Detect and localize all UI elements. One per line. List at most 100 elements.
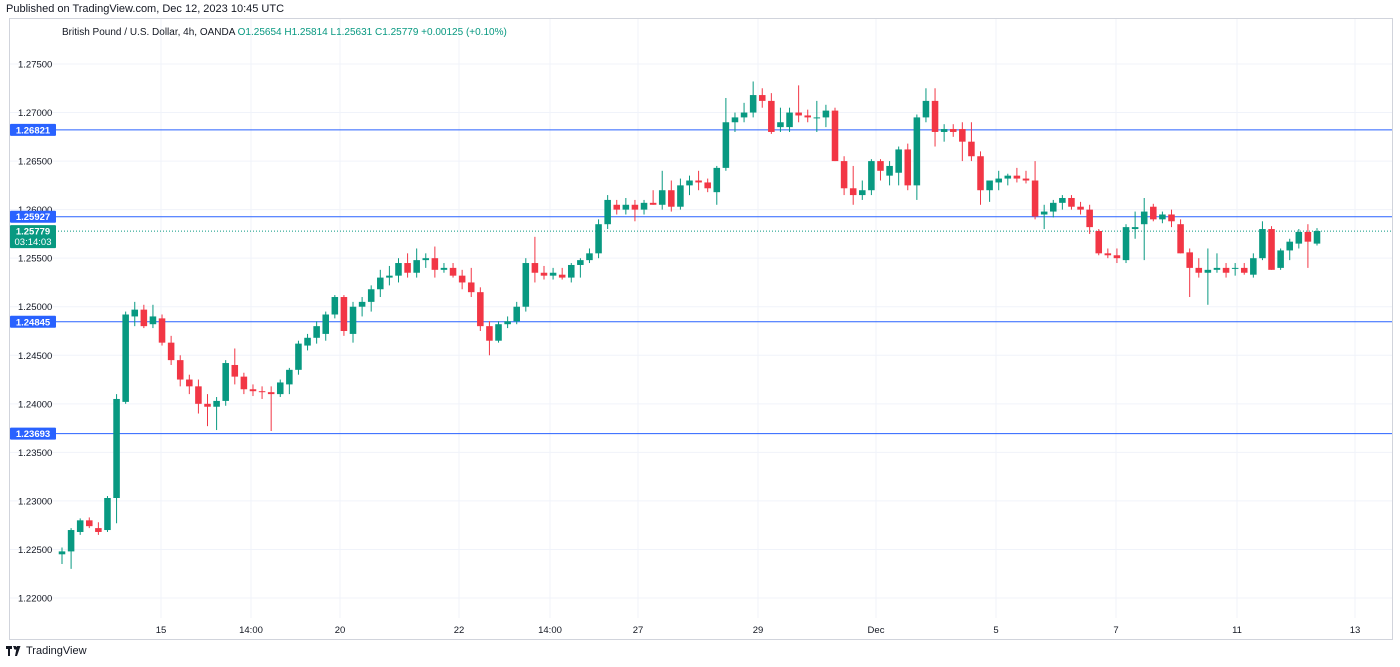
candle-body-up [822, 110, 830, 118]
candle-body-down [258, 391, 266, 393]
x-tick-label: 22 [454, 625, 465, 636]
candle-body-up [358, 301, 366, 307]
candle-body-down [795, 112, 802, 116]
legend-open: O1.25654 [237, 27, 282, 38]
candle-body-up [276, 382, 284, 395]
y-axis: 1.27500 1.27000 1.26500 1.26000 1.25500 1.250… [18, 60, 52, 605]
y-tick-label: 1.23000 [18, 496, 52, 507]
x-tick-label: 13 [1350, 625, 1361, 636]
horizontal-lines [10, 129, 1392, 435]
candle-body-down [195, 386, 202, 404]
x-tick-label: 14:00 [538, 625, 562, 636]
candle-body-up [677, 185, 684, 207]
candle-body-down [804, 115, 811, 118]
last-price-label-bg [10, 225, 56, 249]
candle-body-down [949, 129, 957, 132]
candle-body-down [1077, 206, 1084, 210]
candle-body-down [1150, 206, 1157, 220]
candle-body-down [477, 292, 484, 327]
candle-body-up [886, 165, 893, 176]
candle-body-up [286, 369, 293, 385]
candle-body-up [568, 264, 575, 278]
candle-body-up [713, 167, 721, 193]
candle-body-down [449, 267, 457, 276]
x-tick-label: 20 [335, 625, 346, 636]
candle-body-up [786, 112, 793, 128]
candle-body-up [895, 149, 902, 173]
x-tick-label: 5 [993, 625, 998, 636]
candle-body-down [95, 528, 102, 532]
grid [10, 19, 1392, 618]
candle-body-up [322, 314, 330, 334]
candle-body-down [176, 360, 184, 380]
candle-body-down [1013, 175, 1021, 179]
candle-body-up [922, 100, 930, 118]
candle-body-up [868, 161, 875, 191]
candle-body-up [577, 260, 584, 265]
candle-body-down [340, 297, 348, 331]
candle-body-down [158, 318, 166, 343]
candle-body-down [540, 272, 548, 276]
candle-body-down [1168, 214, 1175, 222]
candle-body-up [1059, 197, 1066, 203]
y-tick-label: 1.26000 [18, 205, 52, 216]
candle-body-down [977, 156, 984, 191]
x-tick-label: 27 [633, 625, 644, 636]
price-labels: 1.26821 1.25927 1.24845 1.23693 1.2577903:14… [10, 123, 56, 440]
y-tick-label: 1.25000 [18, 302, 52, 313]
candle-body-down [1177, 224, 1184, 254]
line-price-label-bg [10, 123, 56, 136]
candle-body-up [586, 253, 593, 261]
candle-body-up [313, 326, 320, 338]
candle-body-down [240, 376, 248, 390]
candle-body-down [768, 100, 775, 132]
candle-body-up [367, 289, 375, 302]
candle-body-down [931, 100, 939, 132]
candle-body-up [413, 260, 420, 273]
candle-body-up [131, 309, 139, 317]
y-tick-label: 1.24500 [18, 351, 52, 362]
candle-body-down [249, 389, 257, 392]
candle-body-down [267, 392, 275, 395]
candle-body-down [649, 202, 657, 205]
candle-body-up [513, 306, 520, 322]
y-tick-label: 1.27500 [18, 60, 52, 71]
candle-body-up [686, 180, 693, 186]
x-tick-label: 14:00 [239, 625, 263, 636]
y-tick-label: 1.22500 [18, 545, 52, 556]
candle-body-down [1068, 197, 1075, 207]
candle-body-down [959, 129, 966, 142]
candle-body-up [1277, 250, 1284, 268]
y-tick-label: 1.22000 [18, 594, 52, 605]
line-price-label: 1.24845 [16, 317, 51, 328]
candle-body-up [1286, 241, 1293, 251]
candle-body-up [440, 267, 448, 270]
candle-body-down [467, 282, 475, 293]
candle-body-up [422, 258, 430, 261]
line-price-label: 1.23693 [16, 429, 50, 440]
footer: TradingView [6, 645, 87, 657]
candle-body-up [1004, 175, 1012, 179]
candle-body-down [458, 275, 466, 283]
x-tick-label: 7 [1113, 625, 1118, 636]
candle-body-down [1240, 267, 1248, 273]
candle-body-up [331, 297, 339, 315]
candle-body-down [758, 95, 766, 101]
candle-body-up [913, 117, 921, 186]
candle-body-up [940, 129, 948, 132]
candle-body-up [1040, 211, 1048, 215]
line-price-label: 1.25927 [16, 212, 50, 223]
candle-body-up [986, 180, 993, 191]
x-tick-label: 11 [1232, 625, 1242, 636]
candle-body-down [1222, 267, 1230, 273]
candle-body-up [386, 275, 393, 278]
candle-body-up [377, 277, 384, 290]
chart-frame [9, 18, 1393, 640]
tradingview-logo-icon [6, 646, 21, 656]
candle-body-up [1140, 211, 1148, 225]
candle-body-up [522, 263, 530, 307]
y-tick-label: 1.26500 [18, 157, 52, 168]
candle-body-up [1231, 267, 1239, 269]
candle-body-down [1086, 209, 1093, 228]
